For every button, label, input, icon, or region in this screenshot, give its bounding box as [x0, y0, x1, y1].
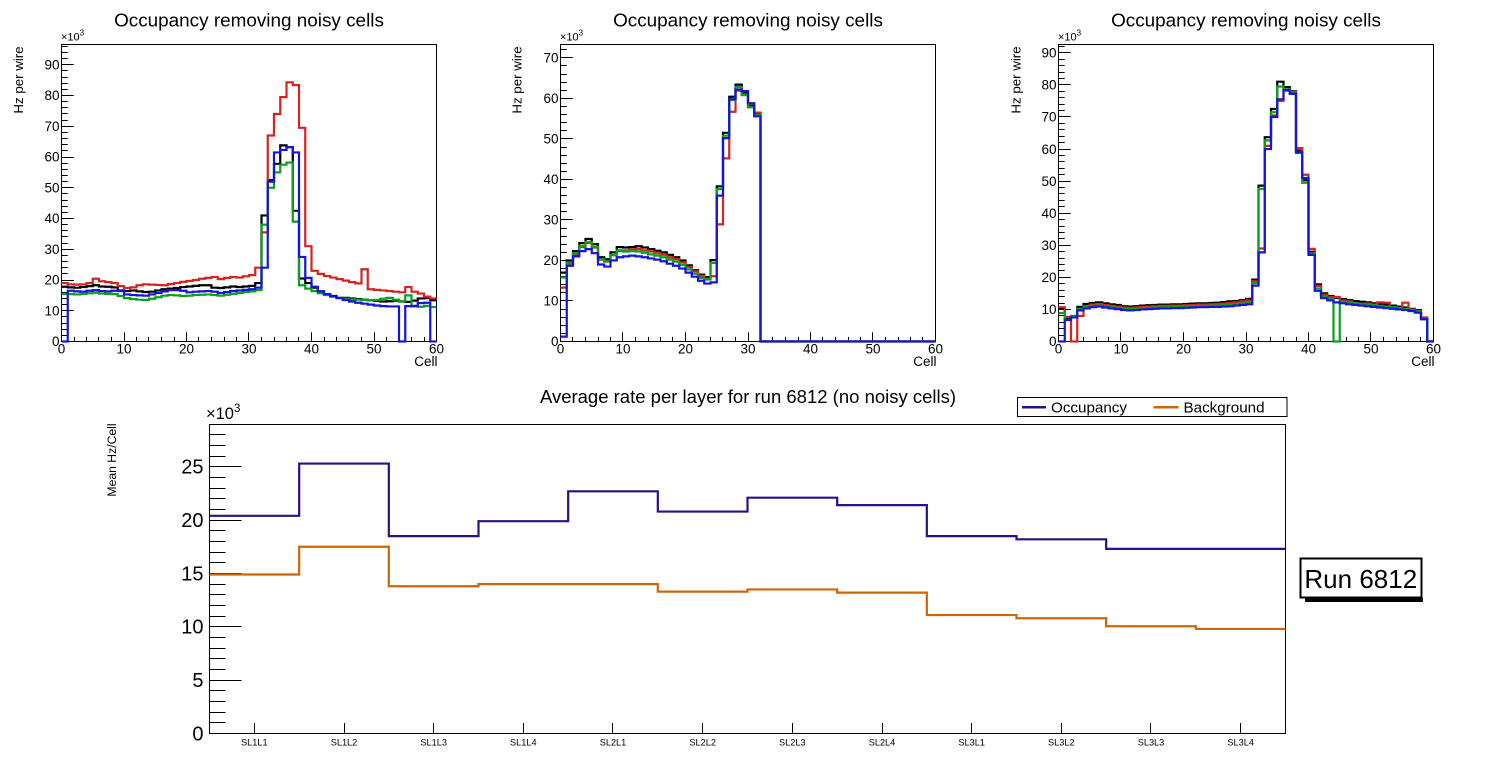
svg-text:5: 5: [192, 670, 203, 692]
svg-text:Occupancy removing noisy cells: Occupancy removing noisy cells: [114, 11, 384, 32]
svg-text:0: 0: [192, 723, 203, 745]
svg-text:×103: ×103: [61, 29, 85, 44]
svg-text:0: 0: [551, 334, 559, 349]
svg-text:10: 10: [116, 342, 131, 357]
svg-text:40: 40: [543, 172, 558, 187]
svg-text:10: 10: [181, 617, 203, 639]
svg-text:60: 60: [44, 150, 59, 165]
svg-text:30: 30: [1041, 238, 1056, 253]
svg-text:0: 0: [1055, 342, 1063, 357]
svg-text:40: 40: [44, 211, 59, 226]
svg-text:SL3L1: SL3L1: [958, 738, 985, 748]
svg-text:SL1L1: SL1L1: [241, 738, 268, 748]
svg-text:×103: ×103: [560, 29, 584, 44]
svg-text:Occupancy: Occupancy: [1051, 400, 1127, 417]
svg-text:30: 30: [241, 342, 256, 357]
svg-text:40: 40: [304, 342, 319, 357]
svg-text:Cell: Cell: [1411, 354, 1434, 369]
svg-text:0: 0: [58, 342, 66, 357]
svg-text:SL2L3: SL2L3: [779, 738, 806, 748]
svg-text:10: 10: [615, 342, 630, 357]
svg-text:SL3L3: SL3L3: [1138, 738, 1165, 748]
svg-text:Cell: Cell: [414, 354, 437, 369]
svg-text:60: 60: [928, 342, 943, 357]
svg-text:10: 10: [44, 303, 59, 318]
svg-text:50: 50: [44, 180, 59, 195]
svg-text:30: 30: [543, 213, 558, 228]
svg-text:Hz per wire: Hz per wire: [11, 46, 26, 113]
svg-text:40: 40: [1301, 342, 1316, 357]
svg-text:SL3L4: SL3L4: [1227, 738, 1254, 748]
svg-text:70: 70: [1041, 110, 1056, 125]
svg-text:×103: ×103: [206, 403, 240, 423]
svg-text:20: 20: [678, 342, 693, 357]
svg-text:70: 70: [543, 51, 558, 66]
svg-text:Hz per wire: Hz per wire: [1008, 46, 1023, 113]
svg-text:40: 40: [1041, 206, 1056, 221]
svg-text:Run 6812: Run 6812: [1304, 564, 1417, 594]
svg-text:90: 90: [44, 57, 59, 72]
svg-text:50: 50: [366, 342, 381, 357]
svg-text:70: 70: [44, 119, 59, 134]
svg-text:SL1L2: SL1L2: [331, 738, 358, 748]
svg-text:Mean Hz/Cell: Mean Hz/Cell: [105, 423, 119, 496]
svg-text:20: 20: [1176, 342, 1191, 357]
svg-text:80: 80: [1041, 78, 1056, 93]
svg-text:50: 50: [865, 342, 880, 357]
svg-text:60: 60: [1426, 342, 1441, 357]
svg-text:10: 10: [543, 294, 558, 309]
svg-text:50: 50: [1363, 342, 1378, 357]
svg-text:25: 25: [181, 457, 203, 479]
svg-text:SL3L2: SL3L2: [1048, 738, 1075, 748]
svg-text:90: 90: [1041, 46, 1056, 61]
svg-text:20: 20: [181, 510, 203, 532]
svg-text:30: 30: [44, 242, 59, 257]
svg-text:Occupancy removing noisy cells: Occupancy removing noisy cells: [613, 11, 883, 32]
svg-text:60: 60: [543, 91, 558, 106]
svg-text:15: 15: [181, 563, 203, 585]
svg-text:0: 0: [557, 342, 565, 357]
svg-text:10: 10: [1113, 342, 1128, 357]
svg-text:10: 10: [1041, 302, 1056, 317]
svg-text:SL2L2: SL2L2: [689, 738, 716, 748]
svg-text:50: 50: [543, 132, 558, 147]
svg-text:SL1L4: SL1L4: [510, 738, 537, 748]
svg-text:SL1L3: SL1L3: [420, 738, 447, 748]
svg-text:Cell: Cell: [913, 354, 936, 369]
svg-text:Hz per wire: Hz per wire: [510, 46, 525, 113]
svg-text:30: 30: [1238, 342, 1253, 357]
svg-text:30: 30: [740, 342, 755, 357]
svg-text:60: 60: [429, 342, 444, 357]
svg-text:20: 20: [1041, 270, 1056, 285]
svg-text:Background: Background: [1184, 400, 1265, 417]
svg-text:20: 20: [543, 253, 558, 268]
svg-text:0: 0: [1049, 334, 1057, 349]
svg-text:60: 60: [1041, 142, 1056, 157]
svg-text:Occupancy removing noisy cells: Occupancy removing noisy cells: [1111, 11, 1381, 32]
svg-text:Average rate per layer for run: Average rate per layer for run 6812 (no …: [540, 386, 956, 407]
svg-text:20: 20: [44, 273, 59, 288]
svg-text:80: 80: [44, 88, 59, 103]
svg-text:50: 50: [1041, 174, 1056, 189]
svg-text:SL2L4: SL2L4: [869, 738, 896, 748]
svg-text:20: 20: [179, 342, 194, 357]
svg-text:40: 40: [803, 342, 818, 357]
svg-text:×103: ×103: [1058, 29, 1082, 44]
svg-text:0: 0: [52, 334, 60, 349]
svg-text:SL2L1: SL2L1: [600, 738, 627, 748]
